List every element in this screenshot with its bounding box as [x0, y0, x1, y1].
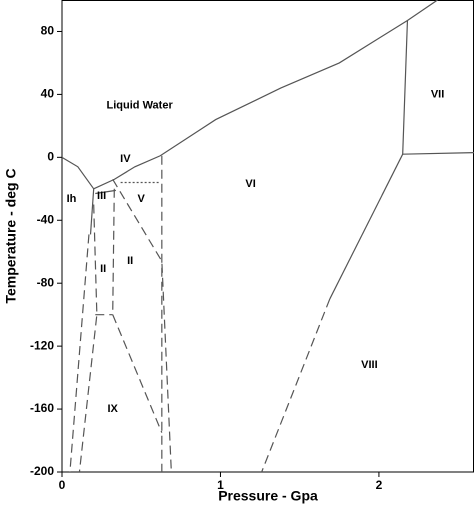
x-tick-label: 0: [59, 478, 66, 492]
x-tick-label: 1: [217, 478, 224, 492]
y-tick-label: -160: [30, 401, 54, 415]
region-label: Liquid Water: [107, 99, 174, 111]
phase-boundary: [95, 189, 116, 195]
phase-boundary: [93, 0, 438, 190]
phase-boundary: [69, 234, 90, 473]
region-label: II: [100, 263, 106, 275]
region-label: IX: [108, 403, 119, 415]
x-tick-label: 2: [376, 478, 383, 492]
y-tick-label: -40: [37, 212, 55, 226]
region-label: VI: [245, 178, 255, 190]
y-tick-label: -80: [37, 275, 55, 289]
y-axis-label: Temperature - deg C: [3, 168, 19, 303]
x-axis-label: Pressure - Gpa: [218, 488, 318, 504]
region-label: VII: [431, 88, 444, 100]
region-label: II: [127, 255, 133, 267]
region-label: V: [138, 193, 146, 205]
phase-boundary: [112, 188, 115, 315]
phase-boundary: [261, 298, 331, 473]
y-tick-label: 80: [41, 24, 55, 38]
y-tick-label: -120: [30, 338, 54, 352]
phase-boundary: [329, 153, 404, 300]
region-label: Ih: [67, 193, 77, 205]
phase-boundary: [78, 204, 98, 473]
region-label: VIII: [361, 359, 378, 371]
y-tick-label: 0: [47, 150, 54, 164]
phase-boundary: [112, 179, 172, 473]
region-label: III: [97, 190, 106, 202]
y-tick-label: 40: [41, 87, 55, 101]
region-label: IV: [120, 153, 131, 165]
phase-boundary: [112, 314, 163, 433]
phase-boundary: [89, 188, 95, 235]
y-tick-label: -200: [30, 464, 54, 478]
phase-boundary: [61, 156, 95, 190]
plot-frame: [61, 0, 474, 473]
